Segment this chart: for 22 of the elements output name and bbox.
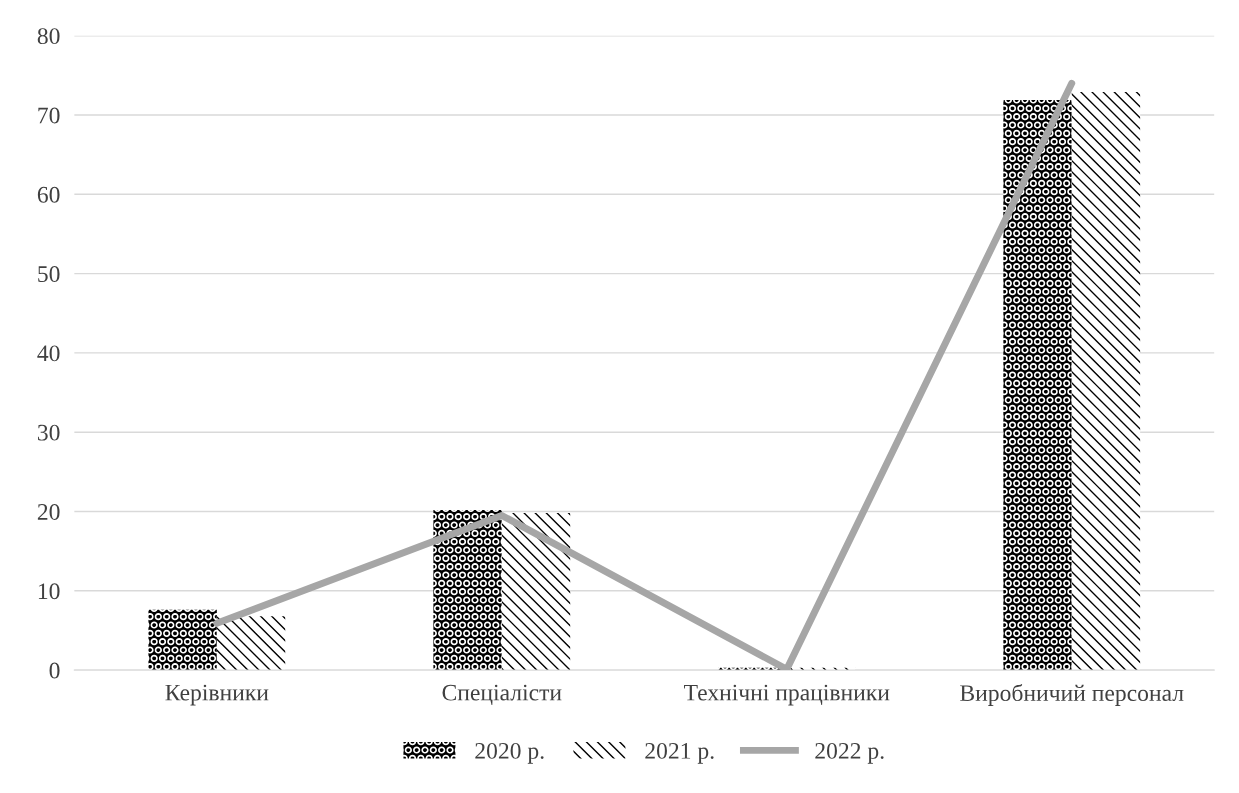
y-tick-label: 0: [49, 662, 60, 679]
legend-label: 2022 р.: [815, 742, 884, 764]
x-tick-label: Виробничий персонал: [960, 683, 1184, 706]
bar: [433, 509, 502, 671]
x-tick-label: Керівники: [165, 684, 269, 706]
y-tick-label: 50: [38, 266, 60, 283]
y-tick-label: 10: [38, 583, 60, 600]
y-tick-label: 60: [37, 186, 60, 203]
y-tick-label: 30: [37, 424, 60, 441]
x-tick-label: Спеціалісти: [442, 684, 562, 705]
legend-label: 2021 р.: [645, 742, 714, 764]
y-tick-label: 80: [37, 28, 60, 45]
x-tick-label: Технічні працівники: [684, 684, 890, 706]
y-tick-label: 70: [38, 107, 60, 124]
legend-label: 2020 р.: [475, 742, 544, 764]
bar: [216, 616, 286, 671]
bar: [1003, 99, 1072, 671]
bar: [501, 513, 571, 671]
y-tick-label: 40: [37, 345, 60, 362]
bar: [148, 609, 217, 671]
y-tick-label: 20: [37, 503, 60, 520]
bar: [1071, 91, 1141, 671]
